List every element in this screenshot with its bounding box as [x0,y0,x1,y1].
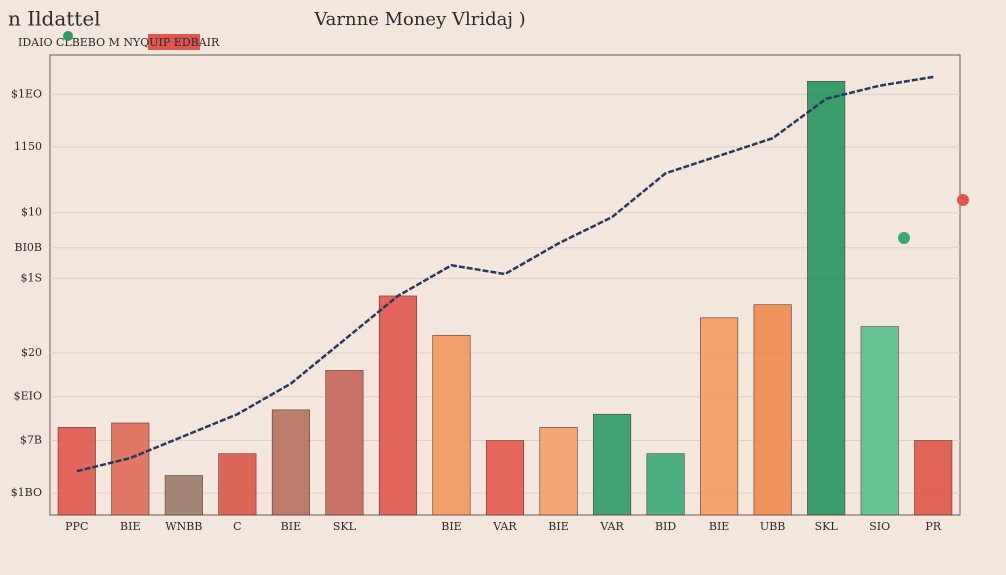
y-tick-label: 1150 [14,140,42,153]
bar [539,427,578,516]
x-tick-label: SKL [815,520,839,533]
bar [753,304,792,516]
chart-subtitle: n Ildattel [8,7,101,31]
x-tick-label: WNBB [165,520,202,533]
y-tick-label: $10 [21,206,42,219]
bar [914,440,953,516]
legend-text: IDAIO CLBEBO M NYQUIP EDBAIR [18,36,220,49]
x-tick-label: SIO [869,520,890,533]
y-tick-label: $1EO [11,87,42,100]
bar [271,409,310,516]
legend-swatch [148,34,200,50]
marker [63,31,73,41]
marker [898,232,910,244]
bar [111,422,150,516]
x-tick-label: UBB [760,520,785,533]
bar [164,475,203,516]
x-tick-label: BIE [441,520,461,533]
x-tick-label: BIE [120,520,140,533]
x-tick-label: PPC [65,520,88,533]
y-tick-label: $1BO [11,486,42,499]
y-tick-label: $1S [20,271,42,284]
x-tick-label: SKL [333,520,357,533]
price-line [76,75,934,473]
x-tick-label: BID [655,520,676,533]
x-tick-label: BIE [548,520,568,533]
x-tick-label: BIE [281,520,301,533]
x-tick-label: C [233,520,241,533]
y-tick-label: $7B [20,434,42,447]
bar [378,295,417,516]
x-tick-label: PR [925,520,941,533]
y-tick-label: $20 [21,346,42,359]
x-tick-label: BIE [709,520,729,533]
bar [807,80,846,516]
bar [485,440,525,516]
bar [593,413,632,516]
bar [432,335,471,516]
bar [860,326,899,516]
bar [700,317,739,516]
bar [325,370,364,516]
y-tick-label: BI0B [14,241,42,254]
y-tick-label: $EIO [14,390,42,403]
bar [218,453,257,516]
bar [646,453,685,516]
x-tick-label: VAR [492,520,517,533]
chart-title: Varnne Money Vlridaj ) [313,9,525,30]
marker [957,194,969,206]
x-tick-label: VAR [599,520,624,533]
